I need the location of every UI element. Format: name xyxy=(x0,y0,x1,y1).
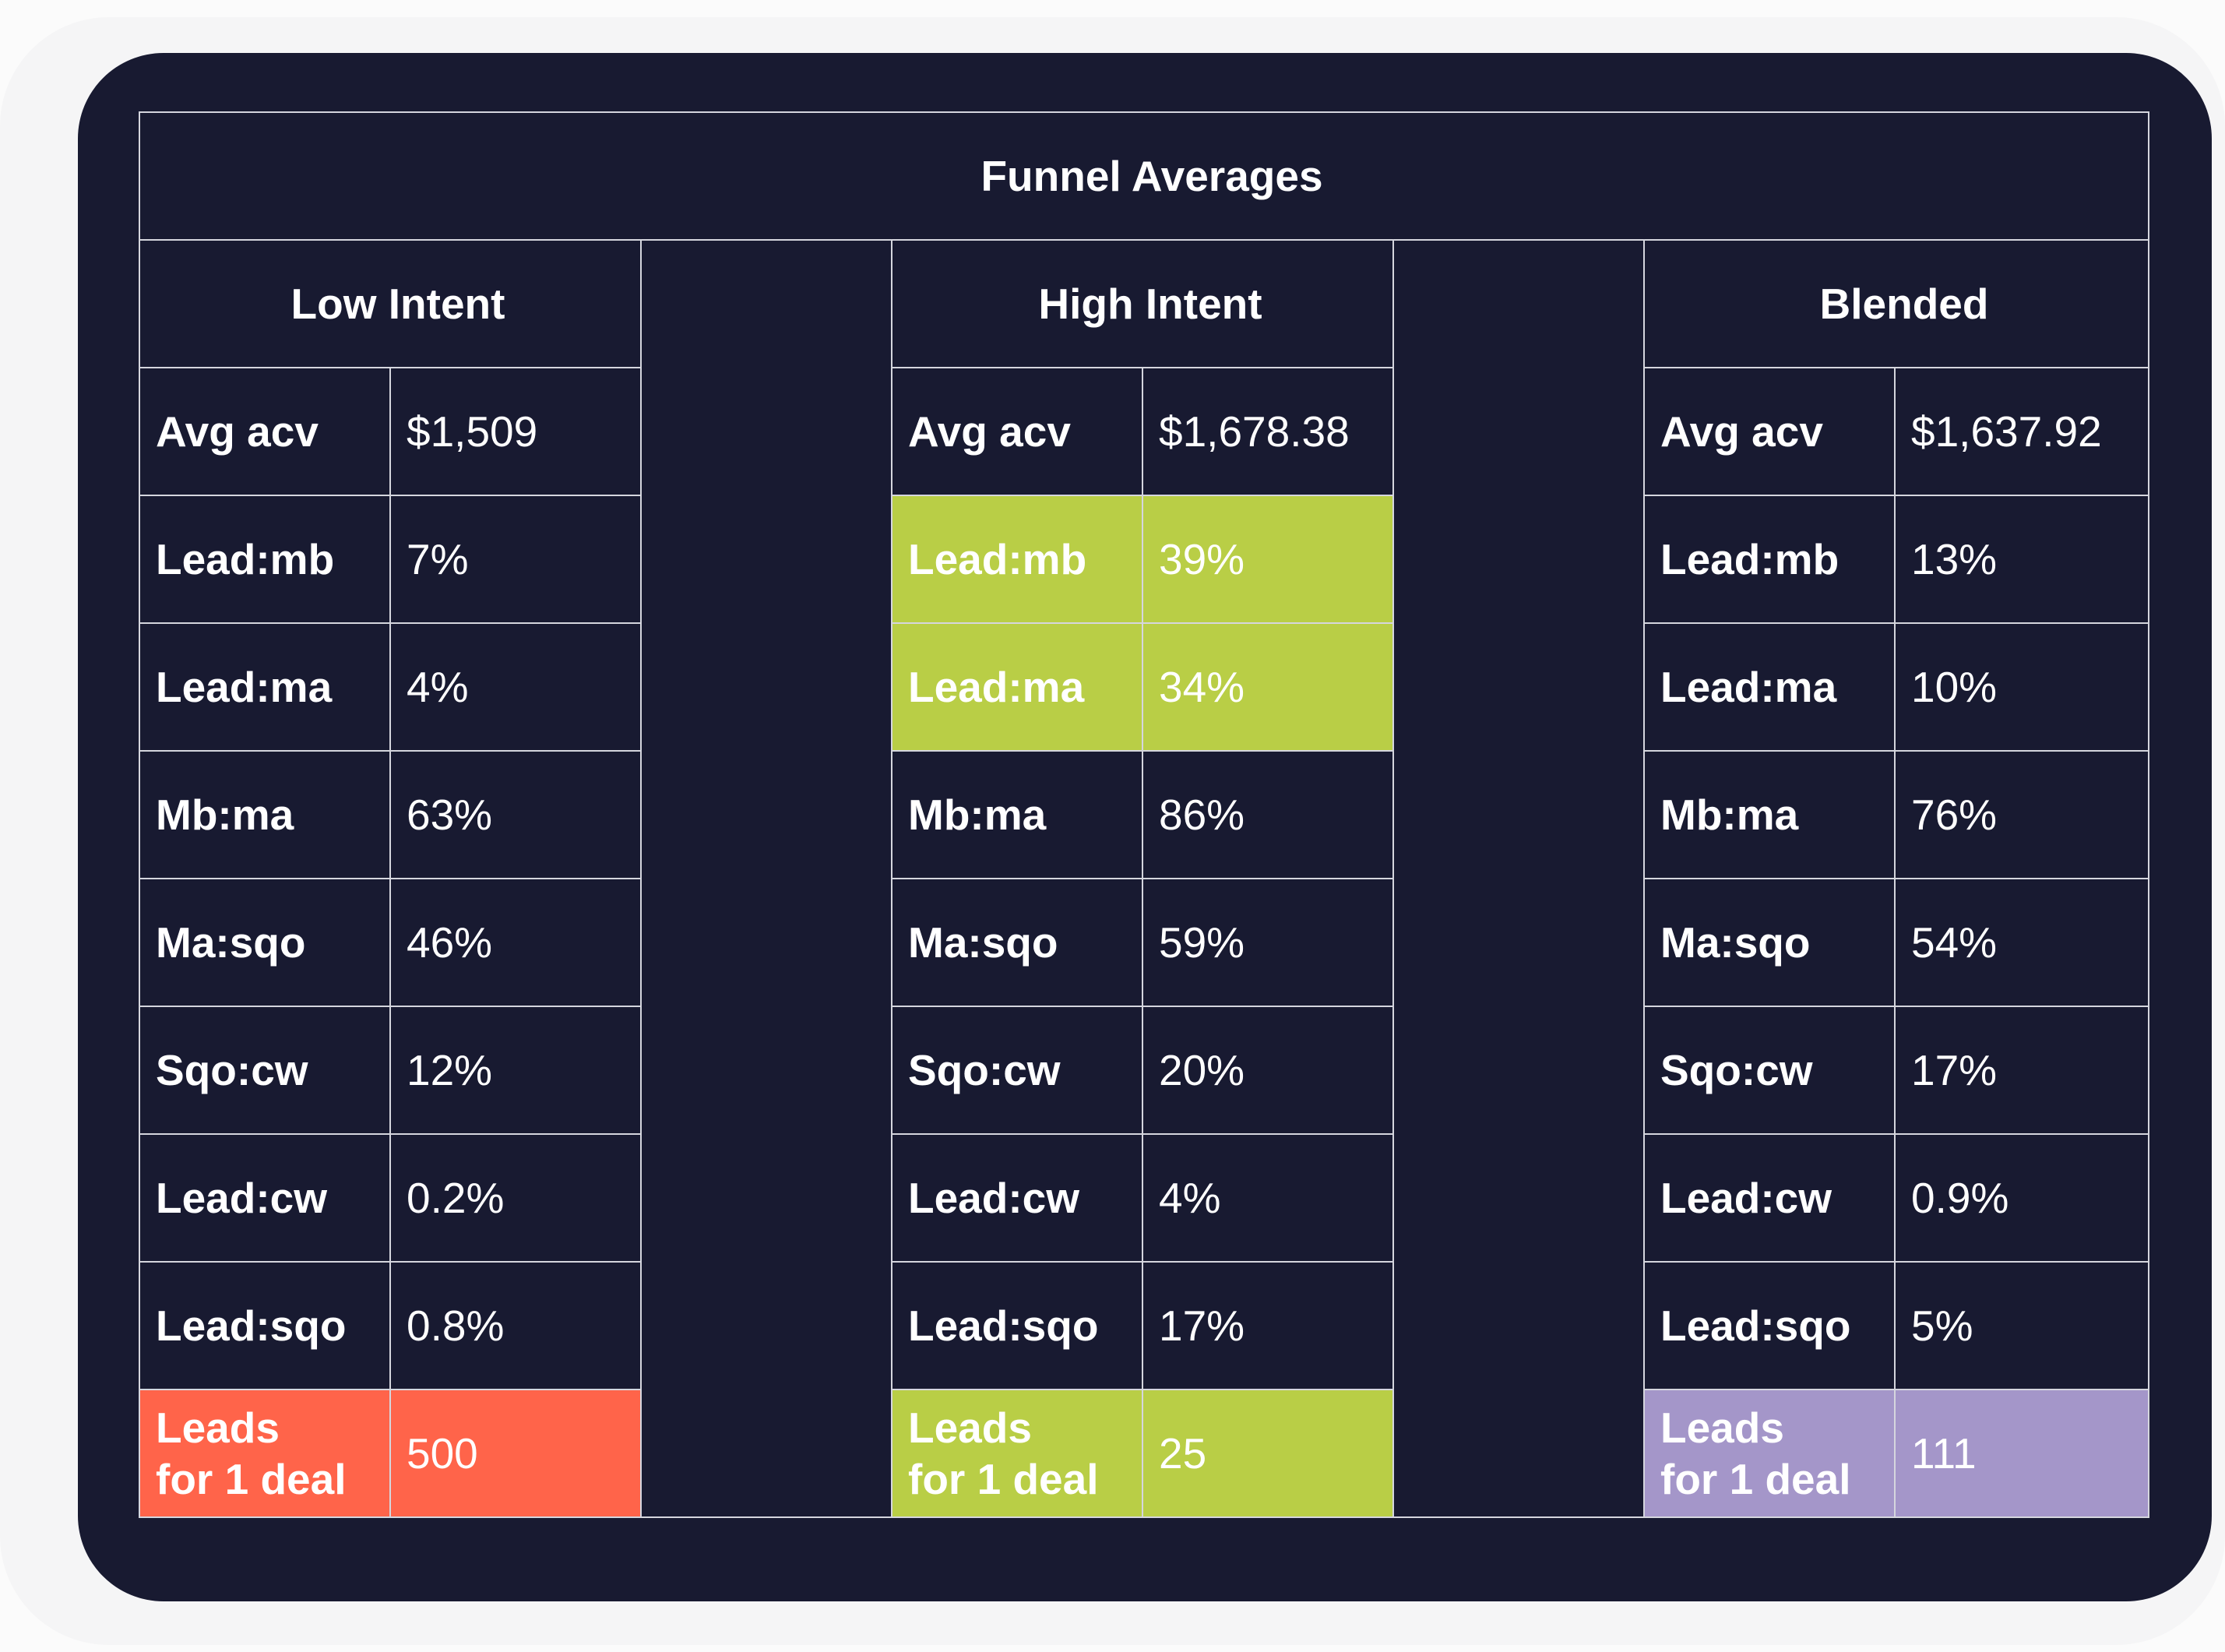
low-intent-leads-value: 500 xyxy=(389,1389,642,1518)
high-intent-label: Lead:sqo xyxy=(891,1261,1143,1390)
low-intent-value: 0.2% xyxy=(389,1133,642,1263)
blended-label: Lead:ma xyxy=(1643,622,1896,752)
leads-label-line2: for 1 deal xyxy=(1660,1455,1851,1503)
high-intent-leads-value: 25 xyxy=(1142,1389,1394,1518)
low-intent-value: 63% xyxy=(389,750,642,879)
low-intent-value: $1,509 xyxy=(389,367,642,496)
table-row: Ma:sqo 46% Ma:sqo 59% Ma:sqo 54% xyxy=(139,878,2149,1007)
low-intent-value: 0.8% xyxy=(389,1261,642,1390)
high-intent-value: 86% xyxy=(1142,750,1394,879)
leads-label-line1: Leads xyxy=(1660,1404,1784,1452)
column-spacer xyxy=(640,239,892,1518)
blended-value: 54% xyxy=(1894,878,2149,1007)
low-intent-value: 12% xyxy=(389,1006,642,1135)
table-row: Avg acv $1,509 Avg acv $1,678.38 Avg acv… xyxy=(139,367,2149,496)
low-intent-label: Lead:cw xyxy=(139,1133,391,1263)
blended-label: Lead:cw xyxy=(1643,1133,1896,1263)
table-title: Funnel Averages xyxy=(139,111,2149,241)
low-intent-leads-label: Leads for 1 deal xyxy=(139,1389,391,1518)
table-row: Lead:sqo 0.8% Lead:sqo 17% Lead:sqo 5% xyxy=(139,1261,2149,1390)
high-intent-label: Lead:mb xyxy=(891,495,1143,624)
low-intent-label: Lead:sqo xyxy=(139,1261,391,1390)
low-intent-value: 46% xyxy=(389,878,642,1007)
blended-value: 0.9% xyxy=(1894,1133,2149,1263)
high-intent-value: 20% xyxy=(1142,1006,1394,1135)
high-intent-label: Lead:ma xyxy=(891,622,1143,752)
group-header-high-intent: High Intent xyxy=(891,239,1394,368)
blended-label: Lead:mb xyxy=(1643,495,1896,624)
table-row: Lead:cw 0.2% Lead:cw 4% Lead:cw 0.9% xyxy=(139,1133,2149,1263)
high-intent-label: Lead:cw xyxy=(891,1133,1143,1263)
blended-leads-label: Leads for 1 deal xyxy=(1643,1389,1896,1518)
blended-value: 5% xyxy=(1894,1261,2149,1390)
low-intent-label: Lead:mb xyxy=(139,495,391,624)
leads-label-line2: for 1 deal xyxy=(156,1455,347,1503)
group-header-blended: Blended xyxy=(1643,239,2149,368)
blended-label: Sqo:cw xyxy=(1643,1006,1896,1135)
high-intent-value: 4% xyxy=(1142,1133,1394,1263)
blended-label: Mb:ma xyxy=(1643,750,1896,879)
blended-value: 17% xyxy=(1894,1006,2149,1135)
blended-value: 13% xyxy=(1894,495,2149,624)
blended-leads-value: 111 xyxy=(1894,1389,2149,1518)
table-row: Lead:ma 4% Lead:ma 34% Lead:ma 10% xyxy=(139,622,2149,752)
high-intent-value: $1,678.38 xyxy=(1142,367,1394,496)
blended-value: $1,637.92 xyxy=(1894,367,2149,496)
low-intent-value: 4% xyxy=(389,622,642,752)
low-intent-label: Lead:ma xyxy=(139,622,391,752)
table-row: Sqo:cw 12% Sqo:cw 20% Sqo:cw 17% xyxy=(139,1006,2149,1135)
table-row: Mb:ma 63% Mb:ma 86% Mb:ma 76% xyxy=(139,750,2149,879)
low-intent-label: Ma:sqo xyxy=(139,878,391,1007)
low-intent-value: 7% xyxy=(389,495,642,624)
high-intent-leads-label: Leads for 1 deal xyxy=(891,1389,1143,1518)
leads-label-line1: Leads xyxy=(156,1404,280,1452)
leads-label-line2: for 1 deal xyxy=(908,1455,1099,1503)
low-intent-label: Sqo:cw xyxy=(139,1006,391,1135)
high-intent-value: 59% xyxy=(1142,878,1394,1007)
low-intent-label: Avg acv xyxy=(139,367,391,496)
low-intent-label: Mb:ma xyxy=(139,750,391,879)
high-intent-label: Sqo:cw xyxy=(891,1006,1143,1135)
high-intent-label: Mb:ma xyxy=(891,750,1143,879)
column-spacer xyxy=(1392,239,1645,1518)
blended-label: Avg acv xyxy=(1643,367,1896,496)
leads-label-line1: Leads xyxy=(908,1404,1032,1452)
funnel-averages-table: Funnel Averages Low Intent High Intent B… xyxy=(139,111,2149,1518)
table-row-leads-per-deal: Leads for 1 deal 500 Leads for 1 deal 25… xyxy=(139,1389,2149,1518)
high-intent-value: 39% xyxy=(1142,495,1394,624)
table-row: Lead:mb 7% Lead:mb 39% Lead:mb 13% xyxy=(139,495,2149,624)
high-intent-value: 17% xyxy=(1142,1261,1394,1390)
high-intent-label: Ma:sqo xyxy=(891,878,1143,1007)
blended-label: Ma:sqo xyxy=(1643,878,1896,1007)
blended-value: 10% xyxy=(1894,622,2149,752)
blended-value: 76% xyxy=(1894,750,2149,879)
high-intent-label: Avg acv xyxy=(891,367,1143,496)
high-intent-value: 34% xyxy=(1142,622,1394,752)
group-header-low-intent: Low Intent xyxy=(139,239,642,368)
blended-label: Lead:sqo xyxy=(1643,1261,1896,1390)
